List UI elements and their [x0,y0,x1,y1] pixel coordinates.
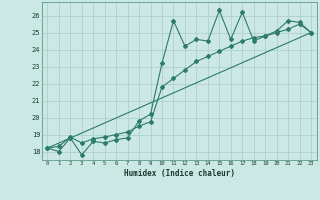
X-axis label: Humidex (Indice chaleur): Humidex (Indice chaleur) [124,169,235,178]
